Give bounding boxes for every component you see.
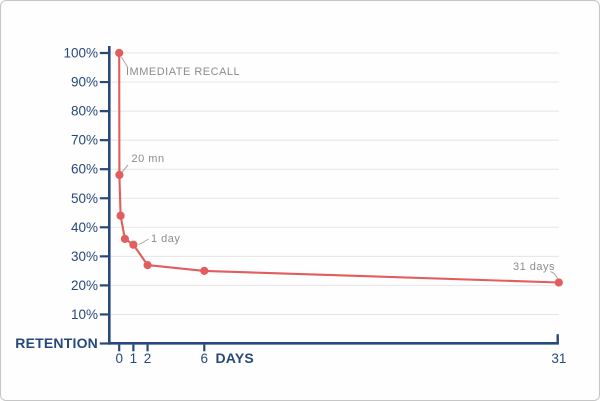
annotation-leader-immediate-recall — [121, 56, 129, 68]
y-tick-label-30: 30% — [71, 249, 98, 264]
y-tick-label-60: 60% — [71, 162, 98, 177]
x-tick-label-6: 6 — [201, 351, 209, 366]
y-tick-label-90: 90% — [71, 75, 98, 90]
annotation-31-days: 31 days — [513, 261, 555, 273]
data-point-1d-34pct — [129, 240, 138, 249]
annotation-immediate-recall: IMMEDIATE RECALL — [126, 66, 240, 78]
data-point-6d-25pct — [200, 266, 209, 275]
y-tick-label-40: 40% — [71, 220, 98, 235]
annotation-1-day: 1 day — [151, 233, 180, 245]
y-tick-label-50: 50% — [71, 191, 98, 206]
data-point-0.014d-58pct — [115, 170, 124, 180]
y-tick-label-10: 10% — [71, 307, 98, 322]
y-tick-label-70: 70% — [71, 133, 98, 148]
x-axis-title: DAYS — [216, 350, 254, 366]
x-tick-label-31: 31 — [551, 351, 566, 366]
annotation-leader-1-day — [138, 238, 149, 245]
y-tick-label-80: 80% — [71, 104, 98, 119]
x-tick-label-1: 1 — [130, 351, 138, 366]
data-point-0.4d-36pct — [120, 234, 129, 243]
annotation-leader-31-days — [550, 271, 558, 279]
data-point-31d-21pct — [554, 278, 563, 287]
y-tick-label-20: 20% — [71, 278, 98, 293]
data-point-0.1d-44pct — [116, 211, 125, 220]
retention-curve — [118, 51, 560, 284]
annotation-leader-20-mn — [121, 164, 129, 173]
annotation-20-mn: 20 mn — [132, 153, 165, 165]
y-axis-title: RETENTION — [15, 335, 98, 351]
data-point-2d-27pct — [143, 261, 152, 270]
x-tick-label-2: 2 — [144, 351, 152, 366]
y-tick-label-100: 100% — [63, 46, 98, 61]
x-tick-label-0: 0 — [115, 351, 123, 366]
data-point-0d-100pct — [115, 48, 124, 58]
